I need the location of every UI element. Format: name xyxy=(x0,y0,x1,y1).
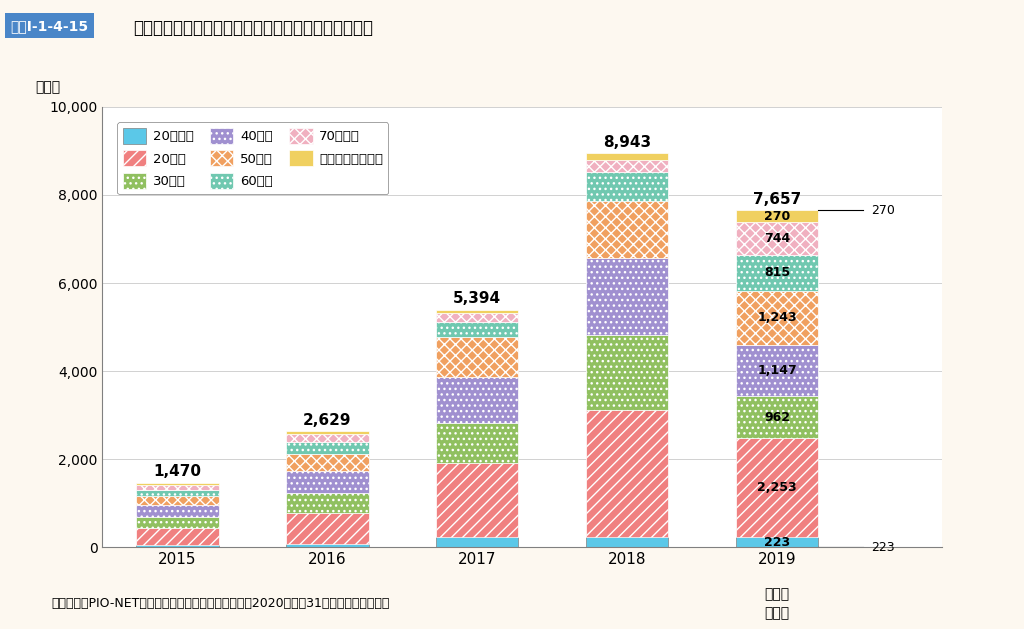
Bar xyxy=(136,482,218,485)
Bar xyxy=(136,496,218,506)
Bar xyxy=(736,438,818,537)
Text: 1,470: 1,470 xyxy=(154,464,202,479)
Bar xyxy=(286,513,369,544)
Bar xyxy=(136,545,218,547)
Text: 815: 815 xyxy=(764,266,791,279)
Text: （年）: （年） xyxy=(765,587,790,601)
Text: 270: 270 xyxy=(764,209,791,223)
Text: 2,629: 2,629 xyxy=(303,413,351,428)
Text: 「情報商材」に関する消費生活相談件数（年齢層別）: 「情報商材」に関する消費生活相談件数（年齢層別） xyxy=(133,19,373,37)
Text: 270: 270 xyxy=(870,204,895,216)
Text: 962: 962 xyxy=(764,411,791,423)
Bar xyxy=(286,471,369,493)
Text: 2,253: 2,253 xyxy=(758,481,797,494)
Bar xyxy=(736,345,818,396)
Bar xyxy=(736,255,818,291)
Bar xyxy=(586,160,669,172)
Bar xyxy=(736,291,818,345)
Text: 7,657: 7,657 xyxy=(753,192,801,206)
Bar xyxy=(136,485,218,490)
Bar xyxy=(136,506,218,517)
Bar xyxy=(436,313,518,321)
Bar xyxy=(286,544,369,547)
Text: （年）: （年） xyxy=(765,606,790,621)
Text: 図表I-1-4-15: 図表I-1-4-15 xyxy=(10,19,88,33)
Text: 744: 744 xyxy=(764,232,791,245)
Text: 223: 223 xyxy=(870,541,895,554)
Bar xyxy=(286,454,369,471)
Bar xyxy=(436,309,518,313)
Bar xyxy=(436,337,518,377)
Bar xyxy=(436,423,518,462)
Bar xyxy=(586,335,669,409)
Bar xyxy=(286,442,369,454)
Bar xyxy=(736,396,818,438)
Bar xyxy=(736,537,818,547)
Text: 223: 223 xyxy=(764,536,791,549)
Bar xyxy=(586,258,669,335)
Bar xyxy=(136,528,218,545)
Bar xyxy=(136,517,218,528)
Bar xyxy=(436,321,518,337)
Bar xyxy=(286,493,369,513)
Bar xyxy=(286,431,369,434)
Text: 8,943: 8,943 xyxy=(603,135,651,150)
Bar xyxy=(436,462,518,537)
Text: 1,243: 1,243 xyxy=(758,311,797,325)
Text: 5,394: 5,394 xyxy=(454,291,502,306)
Text: （件）: （件） xyxy=(35,80,60,94)
Bar xyxy=(736,210,818,222)
Bar xyxy=(736,222,818,255)
Legend: 20歳未満, 20歳代, 30歳代, 40歳代, 50歳代, 60歳代, 70歳以上, 無回答（未入力）: 20歳未満, 20歳代, 30歳代, 40歳代, 50歳代, 60歳代, 70歳… xyxy=(118,122,388,194)
Bar xyxy=(436,377,518,423)
Bar xyxy=(586,153,669,160)
Text: （備考）　PIO-NETに登録された消費生活相談情報（2020年３月31日までの登録分）。: （備考） PIO-NETに登録された消費生活相談情報（2020年３月31日までの… xyxy=(51,597,389,610)
Bar xyxy=(586,201,669,258)
Bar xyxy=(586,172,669,201)
Bar xyxy=(136,490,218,496)
Text: 1,147: 1,147 xyxy=(758,364,797,377)
Bar xyxy=(586,409,669,537)
Bar xyxy=(586,537,669,547)
Bar xyxy=(286,434,369,442)
Bar xyxy=(436,537,518,547)
